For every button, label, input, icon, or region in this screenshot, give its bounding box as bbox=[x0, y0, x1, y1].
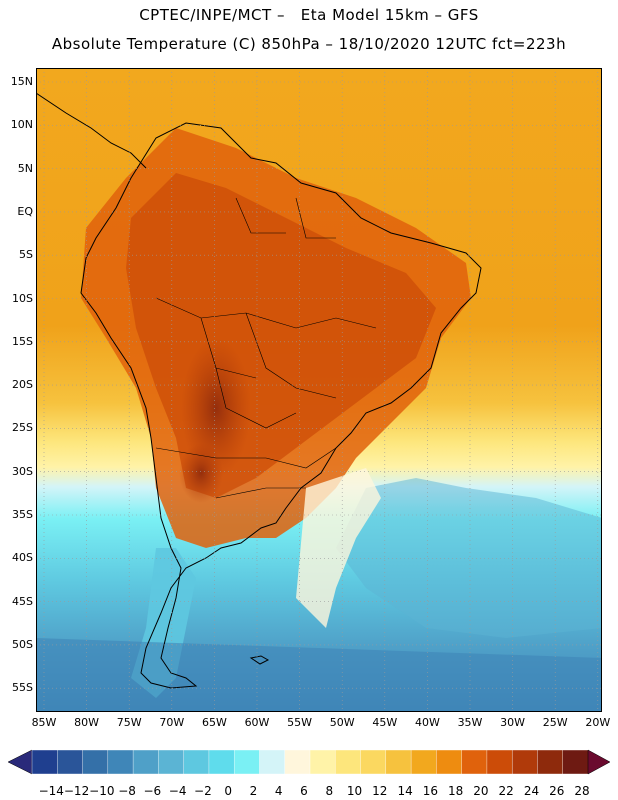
colorbar-swatch bbox=[158, 749, 185, 775]
latitude-label: 15N bbox=[10, 75, 33, 88]
colorbar-swatch bbox=[486, 749, 513, 775]
colorbar-swatch bbox=[360, 749, 387, 775]
colorbar-swatch bbox=[461, 749, 488, 775]
colorbar-swatch bbox=[57, 749, 84, 775]
colorbar-tick-label: 28 bbox=[574, 784, 589, 798]
colorbar-tick-label: −2 bbox=[194, 784, 212, 798]
colorbar-swatch bbox=[511, 749, 539, 775]
latitude-label: 40S bbox=[12, 551, 33, 565]
map-frame bbox=[36, 68, 602, 712]
latitude-label: 25S bbox=[12, 421, 33, 435]
temperature-map bbox=[36, 68, 602, 712]
colorbar-tick-label: −8 bbox=[118, 784, 136, 798]
colorbar-tick-label: 12 bbox=[372, 784, 387, 798]
longitude-label: 80W bbox=[74, 716, 100, 729]
colorbar-tick-label: 4 bbox=[275, 784, 283, 798]
longitude-label: 70W bbox=[159, 716, 185, 729]
longitude-label: 30W bbox=[500, 716, 526, 729]
colorbar-tick-label: −12 bbox=[64, 784, 89, 798]
colorbar-left-arrow bbox=[7, 749, 33, 775]
latitude-label: 15S bbox=[12, 334, 33, 348]
latitude-label: 10S bbox=[12, 291, 33, 305]
latitude-label: 10N bbox=[10, 118, 33, 132]
colorbar-swatch bbox=[107, 749, 134, 775]
longitude-label: 20W bbox=[585, 716, 611, 729]
colorbar-swatch bbox=[233, 749, 261, 775]
longitude-label: 75W bbox=[116, 716, 142, 729]
white-band bbox=[296, 468, 381, 628]
longitude-label: 40W bbox=[414, 716, 440, 729]
longitude-label: 85W bbox=[31, 716, 57, 729]
longitude-label: 35W bbox=[457, 716, 483, 729]
temperature-field bbox=[36, 68, 602, 712]
latitude-label: 5N bbox=[17, 161, 33, 175]
country-borders bbox=[155, 197, 377, 499]
colorbar-tick-label: 6 bbox=[300, 784, 308, 798]
central-america-coastline bbox=[36, 92, 147, 169]
latitude-label: 30S bbox=[12, 464, 33, 478]
colorbar-swatch bbox=[82, 749, 109, 775]
longitude-label: 65W bbox=[201, 716, 227, 729]
colorbar-tick-label: 18 bbox=[448, 784, 463, 798]
colorbar-right-arrow bbox=[587, 749, 611, 775]
colorbar-tick-label: 8 bbox=[325, 784, 333, 798]
title-line-2: Absolute Temperature (C) 850hPa – 18/10/… bbox=[51, 35, 567, 53]
colorbar-tick-label: 2 bbox=[250, 784, 258, 798]
colorbar-swatch bbox=[132, 749, 159, 775]
colorbar-swatch bbox=[537, 749, 564, 775]
latitude-label: 20S bbox=[12, 378, 33, 392]
colorbar-tick-label: 20 bbox=[473, 784, 488, 798]
latitude-label: 45S bbox=[12, 594, 33, 608]
heat-core bbox=[181, 338, 251, 478]
colorbar-swatch bbox=[183, 749, 210, 775]
colorbar-tick-label: 10 bbox=[347, 784, 362, 798]
latitude-label: 35S bbox=[12, 508, 33, 521]
colorbar-swatch bbox=[31, 749, 58, 775]
colorbar-swatch bbox=[436, 749, 463, 775]
colorbar-swatch bbox=[259, 749, 286, 775]
colorbar-swatch bbox=[562, 749, 589, 775]
latitude-label: 50S bbox=[12, 637, 33, 651]
colorbar-swatch bbox=[208, 749, 235, 775]
longitude-label: 55W bbox=[287, 716, 313, 729]
cold-far-south bbox=[36, 638, 602, 712]
colorbar-tick-label: 0 bbox=[224, 784, 232, 798]
colorbar-swatch bbox=[284, 749, 311, 775]
colorbar-tick-label: 24 bbox=[524, 784, 539, 798]
colorbar-swatch bbox=[309, 749, 336, 775]
longitude-label: 60W bbox=[244, 716, 270, 729]
longitude-label: 50W bbox=[329, 716, 355, 729]
latitude-label: 55S bbox=[12, 681, 33, 695]
falkland-islands bbox=[249, 655, 270, 665]
longitude-label: 45W bbox=[372, 716, 398, 729]
longitude-label: 25W bbox=[542, 716, 568, 729]
colorbar-swatch bbox=[335, 749, 362, 775]
coastlines-and-borders bbox=[36, 92, 482, 689]
lat-lon-grid bbox=[36, 68, 602, 712]
colorbar-swatch bbox=[385, 749, 412, 775]
colorbar-tick-label: −14 bbox=[39, 784, 64, 798]
south-america-coastline bbox=[80, 122, 482, 689]
temperature-colorbar: −14 −12 −10 −8 −6 −4 −2 0 2 4 6 8 10 12 14 16 18 20 22 24 26… bbox=[7, 749, 611, 798]
heat-core bbox=[179, 443, 223, 503]
title-line-1: CPTEC/INPE/MCT – Eta Model 15km – GFS bbox=[139, 6, 479, 24]
colorbar-tick-label: −6 bbox=[144, 784, 162, 798]
colorbar-tick-label: 14 bbox=[397, 784, 412, 798]
colorbar-tick-label: 22 bbox=[499, 784, 514, 798]
colorbar-tick-label: 26 bbox=[549, 784, 564, 798]
colorbar-tick-label: −4 bbox=[169, 784, 187, 798]
latitude-label: EQ bbox=[17, 204, 33, 218]
colorbar-tick-label: −10 bbox=[89, 784, 114, 798]
latitude-label: 5S bbox=[19, 248, 33, 262]
colorbar-swatch bbox=[410, 749, 437, 775]
colorbar-tick-label: 16 bbox=[423, 784, 438, 798]
